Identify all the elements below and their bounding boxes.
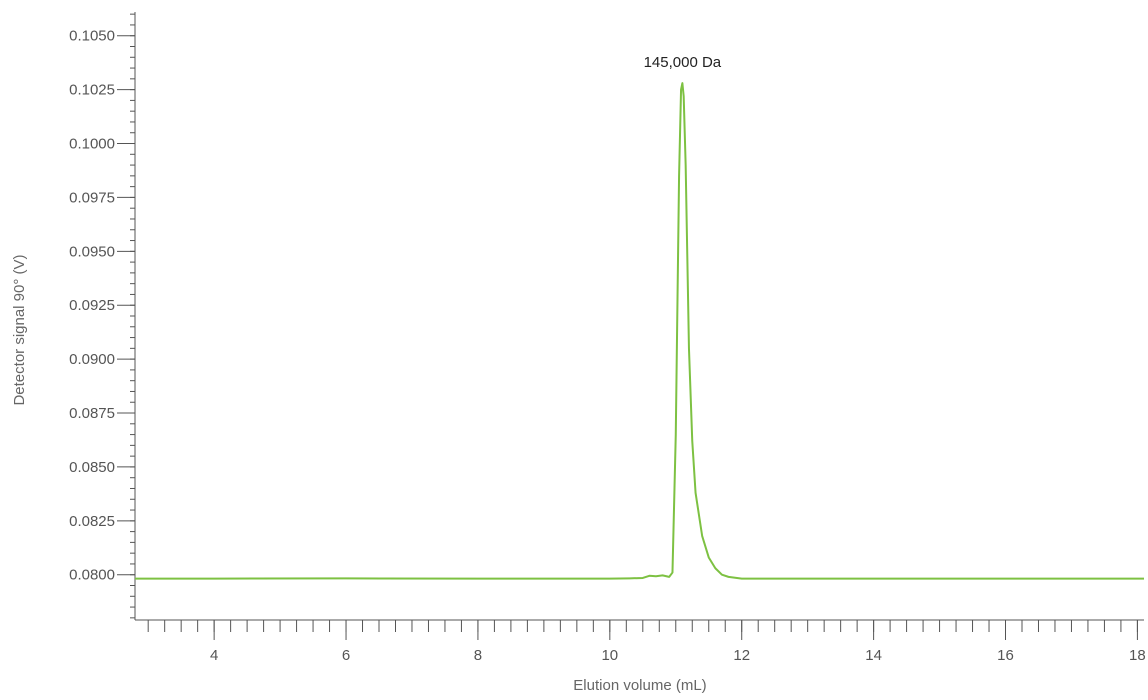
plot-area (135, 82, 1144, 580)
y-tick-label: 0.0825 (69, 513, 115, 530)
x-axis-title: Elution volume (mL) (573, 677, 706, 694)
y-axis-title: Detector signal 90° (V) (11, 254, 28, 405)
y-tick-label: 0.1025 (69, 82, 115, 99)
x-tick-label: 8 (474, 647, 482, 664)
peak-annotation: 145,000 Da (644, 54, 722, 71)
y-tick-label: 0.1000 (69, 136, 115, 153)
y-tick-label: 0.0975 (69, 189, 115, 206)
y-axis: 0.0800 0.0825 0.0850 0.0875 0.0900 0.0925 0.09… (69, 12, 136, 620)
y-tick-label: 0.0850 (69, 459, 115, 476)
x-tick-label: 12 (733, 647, 750, 664)
y-tick-label: 0.0900 (69, 351, 115, 368)
x-axis: 4 6 8 10 12 14 16 18 (135, 619, 1146, 664)
x-tick-label: 6 (342, 647, 350, 664)
x-tick-label: 10 (601, 647, 618, 664)
annotations: 145,000 Da (644, 54, 722, 71)
x-tick-label: 16 (997, 647, 1014, 664)
y-tick-label: 0.0925 (69, 297, 115, 314)
x-tick-label: 18 (1129, 647, 1146, 664)
y-tick-label: 0.0875 (69, 405, 115, 422)
x-tick-label: 14 (865, 647, 882, 664)
series-line (135, 82, 1144, 580)
x-tick-label: 4 (210, 647, 218, 664)
y-tick-label: 0.0950 (69, 243, 115, 260)
y-tick-label: 0.0800 (69, 567, 115, 584)
y-tick-label: 0.1050 (69, 28, 115, 45)
